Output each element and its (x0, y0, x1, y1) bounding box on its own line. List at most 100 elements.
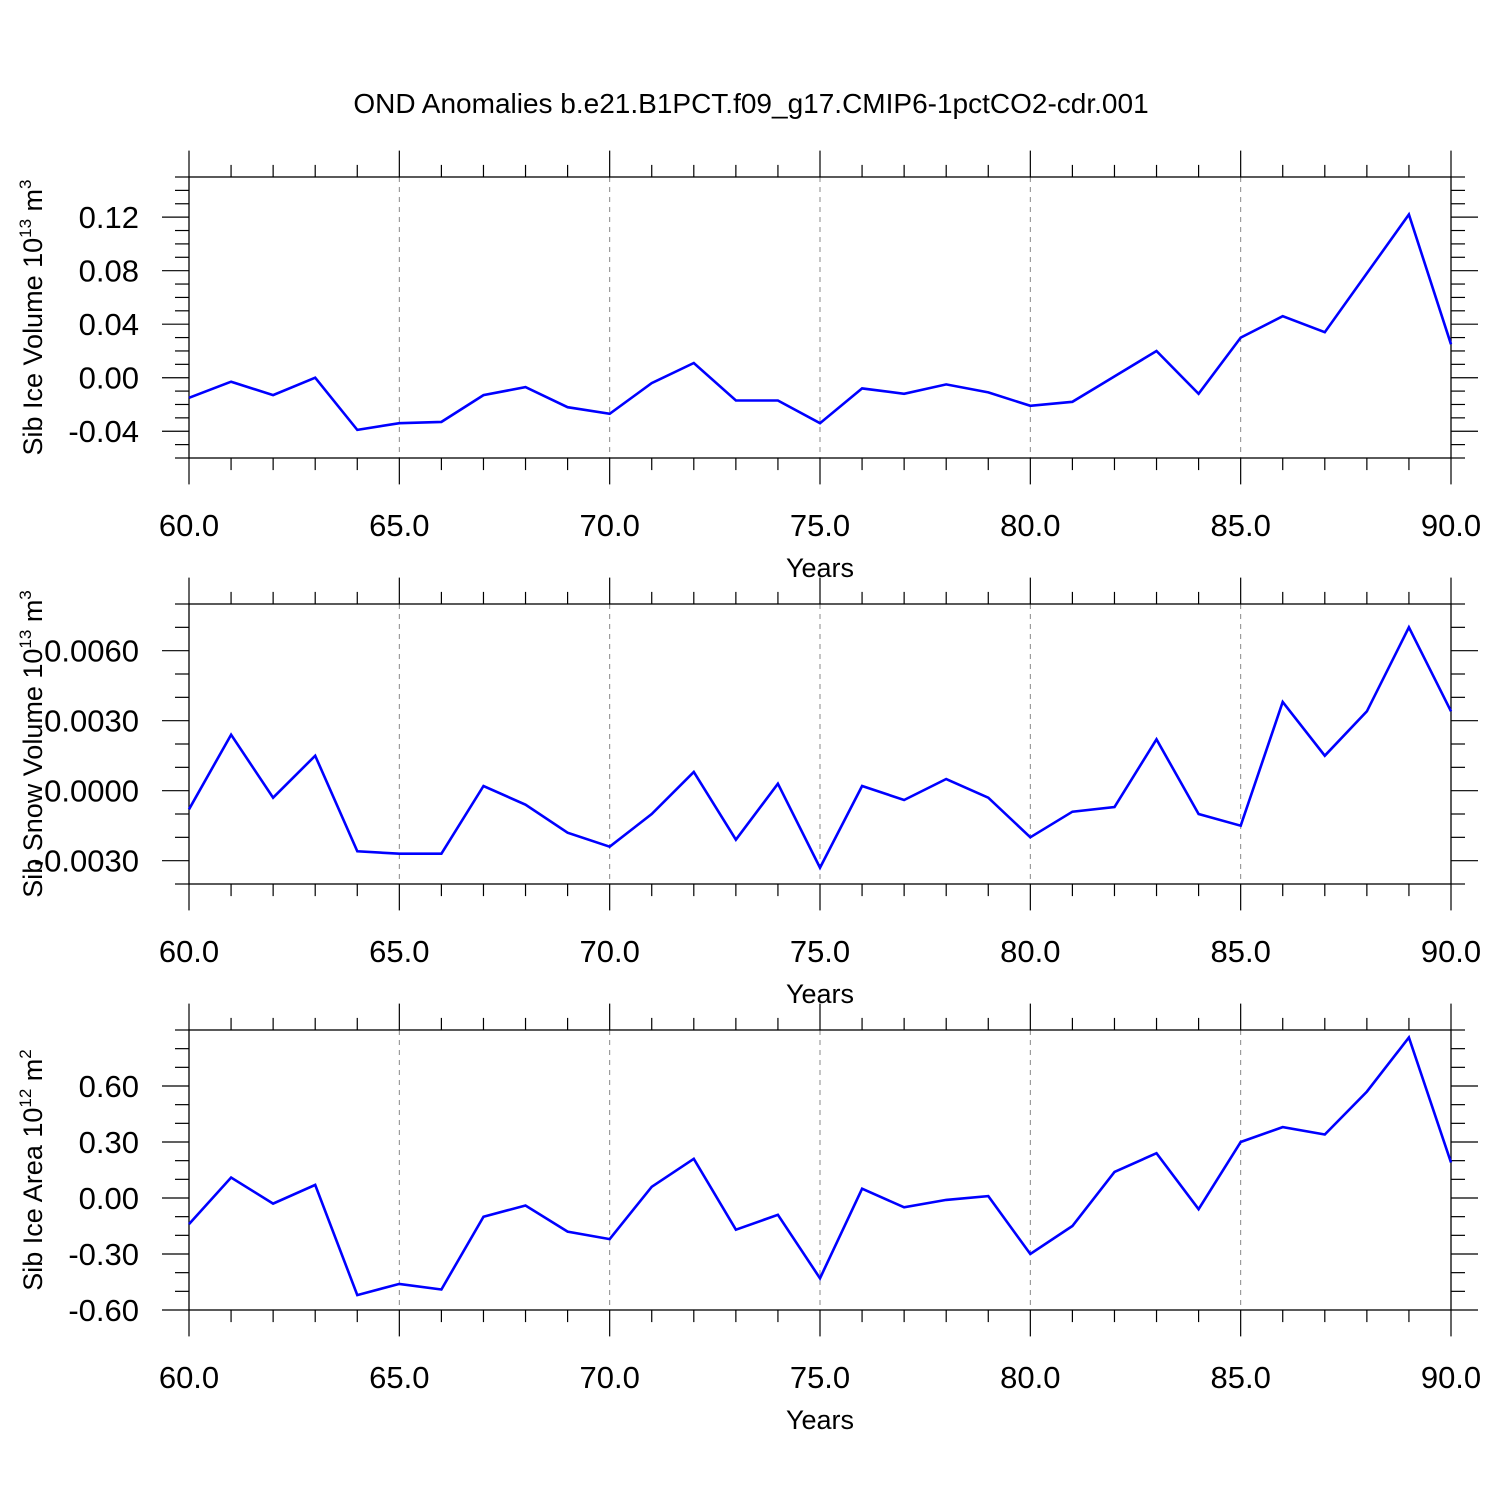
y-tick-label: 0.0060 (44, 634, 139, 669)
y-tick-label: 0.00 (79, 361, 139, 396)
y-tick-label: -0.60 (68, 1293, 139, 1328)
data-point (819, 866, 821, 868)
x-tick-label: 70.0 (579, 1360, 639, 1395)
x-tick-label: 65.0 (369, 508, 429, 543)
data-point (1324, 754, 1326, 756)
data-point (1408, 626, 1410, 628)
x-tick-label: 60.0 (159, 934, 219, 969)
data-point (1239, 824, 1241, 826)
data-point (1239, 336, 1241, 338)
data-point (1282, 315, 1284, 317)
data-point (1197, 813, 1199, 815)
data-point (314, 754, 316, 756)
data-point (272, 796, 274, 798)
y-axis-label: Sib Ice Volume 1013 m3 (16, 179, 48, 455)
x-tick-label: 80.0 (1000, 934, 1060, 969)
y-tick-label: 0.00 (79, 1181, 139, 1216)
data-line (187, 624, 1453, 871)
data-point (903, 799, 905, 801)
data-point (777, 782, 779, 784)
data-point (230, 1176, 232, 1178)
y-tick-label: -0.0030 (34, 844, 139, 879)
data-point (651, 1186, 653, 1188)
y-axis-label: Sib Ice Area 1012 m2 (16, 1049, 48, 1291)
data-point (861, 785, 863, 787)
data-point (1155, 738, 1157, 740)
x-tick-label: 75.0 (790, 934, 850, 969)
data-line (188, 211, 1453, 432)
x-tick-label: 65.0 (369, 934, 429, 969)
data-point (1366, 1090, 1368, 1092)
y-tick-label: 0.08 (79, 254, 139, 289)
y-axis-label-text: Sib Ice Area 10 (18, 1108, 48, 1291)
data-point (819, 422, 821, 424)
y-axis-label-text: Sib Ice Volume 10 (18, 238, 48, 456)
data-point (566, 406, 568, 408)
y-axis-label-text: Sib Snow Volume 10 (18, 649, 48, 898)
data-point (735, 399, 737, 401)
data-point (1071, 401, 1073, 403)
x-tick-label: 60.0 (159, 1360, 219, 1395)
data-point (1197, 1208, 1199, 1210)
y-tick-label: 0.0030 (44, 704, 139, 739)
data-point (1366, 272, 1368, 274)
data-point (1450, 343, 1452, 345)
panel-2: 60.0 65.0 70.0 75.0 80.0 85.0 90.0 -0.0030 0.000… (16, 577, 1481, 1009)
data-point (314, 1184, 316, 1186)
data-point (1239, 1141, 1241, 1143)
data-point (398, 1283, 400, 1285)
x-tick-label: 80.0 (1000, 508, 1060, 543)
x-tick-label: 90.0 (1421, 1360, 1481, 1395)
x-tick-label: 70.0 (579, 934, 639, 969)
data-point (398, 852, 400, 854)
data-point (482, 1215, 484, 1217)
data-point (1450, 710, 1452, 712)
data-point (1408, 213, 1410, 215)
data-point (1282, 1126, 1284, 1128)
data-point (356, 429, 358, 431)
data-point (1282, 701, 1284, 703)
data-point (777, 1214, 779, 1216)
x-tick-label: 90.0 (1421, 934, 1481, 969)
data-point (188, 1223, 190, 1225)
y-tick-label: 0.30 (79, 1125, 139, 1160)
data-point (819, 1277, 821, 1279)
data-point (777, 399, 779, 401)
data-point (651, 813, 653, 815)
data-point (945, 778, 947, 780)
x-tick-label: 85.0 (1210, 1360, 1270, 1395)
y-axis-label-text: m (18, 189, 48, 219)
data-point (1324, 331, 1326, 333)
x-tick-label: 90.0 (1421, 508, 1481, 543)
data-point (1408, 1036, 1410, 1038)
data-point (482, 785, 484, 787)
data-point (440, 1288, 442, 1290)
y-tick-label: -0.30 (68, 1237, 139, 1272)
y-axis-label-superscript: 3 (16, 590, 35, 599)
data-point (524, 803, 526, 805)
x-tick-label: 60.0 (159, 508, 219, 543)
y-tick-label: 0.0000 (44, 774, 139, 809)
chart-title: OND Anomalies b.e21.B1PCT.f09_g17.CMIP6-… (353, 88, 1148, 119)
data-point (356, 1294, 358, 1296)
data-point (1029, 836, 1031, 838)
data-point (608, 845, 610, 847)
data-point (398, 422, 400, 424)
data-point (566, 1230, 568, 1232)
data-point (1113, 1171, 1115, 1173)
data-point (861, 1187, 863, 1189)
data-point (1071, 810, 1073, 812)
data-point (987, 1195, 989, 1197)
y-axis-label-text: m (18, 1059, 48, 1089)
data-point (1113, 375, 1115, 377)
data-point (1324, 1133, 1326, 1135)
data-point (987, 796, 989, 798)
data-point (945, 1199, 947, 1201)
y-tick-label: 0.60 (79, 1069, 139, 1104)
data-point (903, 393, 905, 395)
data-point (230, 381, 232, 383)
data-point (356, 850, 358, 852)
data-point (608, 1238, 610, 1240)
data-point (1029, 405, 1031, 407)
